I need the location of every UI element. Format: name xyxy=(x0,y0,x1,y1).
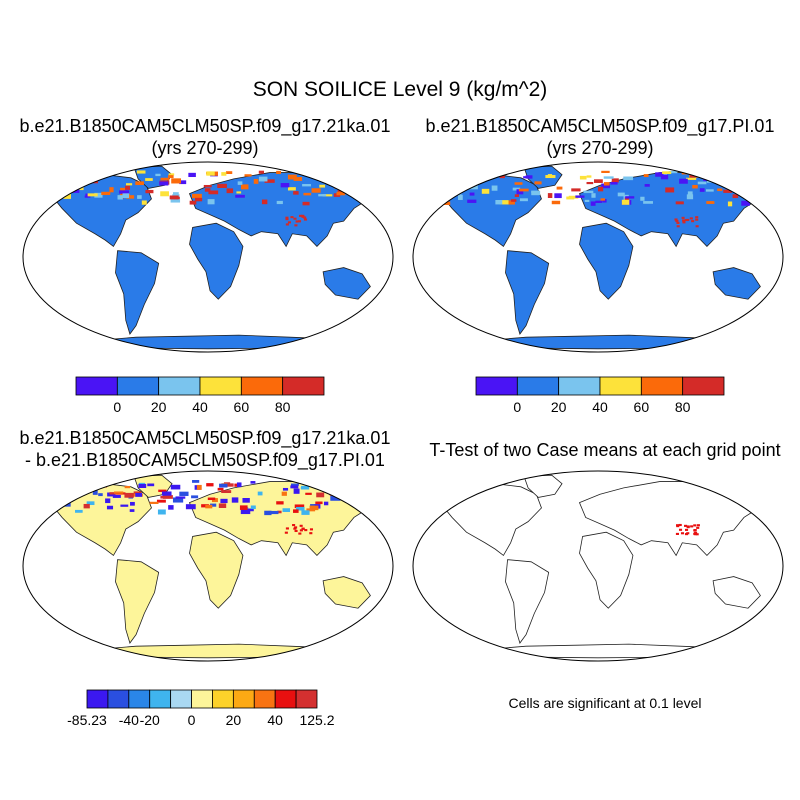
panel-case2-title: b.e21.B1850CAM5CLM50SP.f09_g17.PI.01 (yr… xyxy=(395,115,800,159)
colorbar-swatch xyxy=(212,689,234,709)
colorbar-swatch xyxy=(240,376,284,396)
colorbar-tick-label: 60 xyxy=(234,399,250,415)
colorbar-swatch xyxy=(107,689,130,709)
colorbar-swatch xyxy=(149,689,172,709)
panel-ttest-title: T-Test of two Case means at each grid po… xyxy=(429,440,781,460)
colorbar-swatch xyxy=(516,376,560,396)
map-border xyxy=(412,470,784,662)
colorbar-tick-label: 80 xyxy=(275,399,291,415)
colorbar-tick-label: 40 xyxy=(592,399,608,415)
colorbar-tick-label: -85.23 xyxy=(67,712,107,728)
panel-case2-title-line1: b.e21.B1850CAM5CLM50SP.f09_g17.PI.01 xyxy=(425,116,775,136)
colorbar-tick-label: -20 xyxy=(140,712,160,728)
colorbar-tick-label: 20 xyxy=(551,399,567,415)
panel-case1-title-line1: b.e21.B1850CAM5CLM50SP.f09_g17.21ka.01 xyxy=(19,116,391,136)
map-case2 xyxy=(412,161,784,353)
colorbar-tick-label: 60 xyxy=(634,399,650,415)
colorbar-swatch xyxy=(170,689,192,709)
colorbar-tick-label: 40 xyxy=(267,712,283,728)
colorbar-swatch xyxy=(640,376,684,396)
figure-title: SON SOILICE Level 9 (kg/m^2) xyxy=(252,78,548,101)
panel-ttest-note: Cells are significant at 0.1 level xyxy=(508,695,702,711)
panel-difference-title-line2: - b.e21.B1850CAM5CLM50SP.f09_g17.PI.01 xyxy=(25,450,385,470)
panel-case1-title: b.e21.B1850CAM5CLM50SP.f09_g17.21ka.01 (… xyxy=(0,115,410,159)
map-difference xyxy=(22,470,394,662)
colorbar-tick-label: 0 xyxy=(188,712,196,728)
map-ttest xyxy=(412,470,784,662)
panel-difference-title-line1: b.e21.B1850CAM5CLM50SP.f09_g17.21ka.01 xyxy=(19,428,391,448)
colorbar-difference: -85.23 -40 -20 0 20 40 125.2 xyxy=(67,689,335,728)
map-case1 xyxy=(22,161,394,353)
colorbar-swatch xyxy=(274,689,297,709)
colorbar-tick-label: 20 xyxy=(226,712,242,728)
colorbar-swatch xyxy=(86,689,109,709)
colorbar-tick-label: 125.2 xyxy=(299,712,334,728)
colorbar-tick-label: 20 xyxy=(151,399,167,415)
colorbar-tick-label: 80 xyxy=(675,399,691,415)
map-border xyxy=(412,161,784,353)
colorbar-swatch xyxy=(253,689,276,709)
colorbar-swatch xyxy=(295,689,318,709)
colorbar-swatch xyxy=(599,376,642,396)
colorbar-swatch xyxy=(558,376,601,396)
colorbar-case2: 0 20 40 60 80 xyxy=(475,376,725,415)
colorbar-swatch xyxy=(128,689,151,709)
colorbar-swatch xyxy=(116,376,160,396)
map-border xyxy=(22,161,394,353)
colorbar-swatch xyxy=(475,376,518,396)
colorbar-tick-label: 40 xyxy=(192,399,208,415)
panel-difference-title: b.e21.B1850CAM5CLM50SP.f09_g17.21ka.01 -… xyxy=(0,427,410,471)
colorbar-case1: 0 20 40 60 80 xyxy=(75,376,325,415)
colorbar-swatch xyxy=(75,376,118,396)
colorbar-swatch xyxy=(199,376,242,396)
colorbar-swatch xyxy=(232,689,255,709)
colorbar-tick-label: -40 xyxy=(119,712,139,728)
map-border xyxy=(22,470,394,662)
colorbar-swatch xyxy=(282,376,325,396)
colorbar-swatch xyxy=(158,376,201,396)
colorbar-swatch xyxy=(191,689,213,709)
colorbar-swatch xyxy=(682,376,725,396)
colorbar-tick-label: 0 xyxy=(113,399,121,415)
colorbar-tick-label: 0 xyxy=(513,399,521,415)
panel-case2-title-line2: (yrs 270-299) xyxy=(546,138,654,158)
panel-case1-title-line2: (yrs 270-299) xyxy=(151,138,259,158)
